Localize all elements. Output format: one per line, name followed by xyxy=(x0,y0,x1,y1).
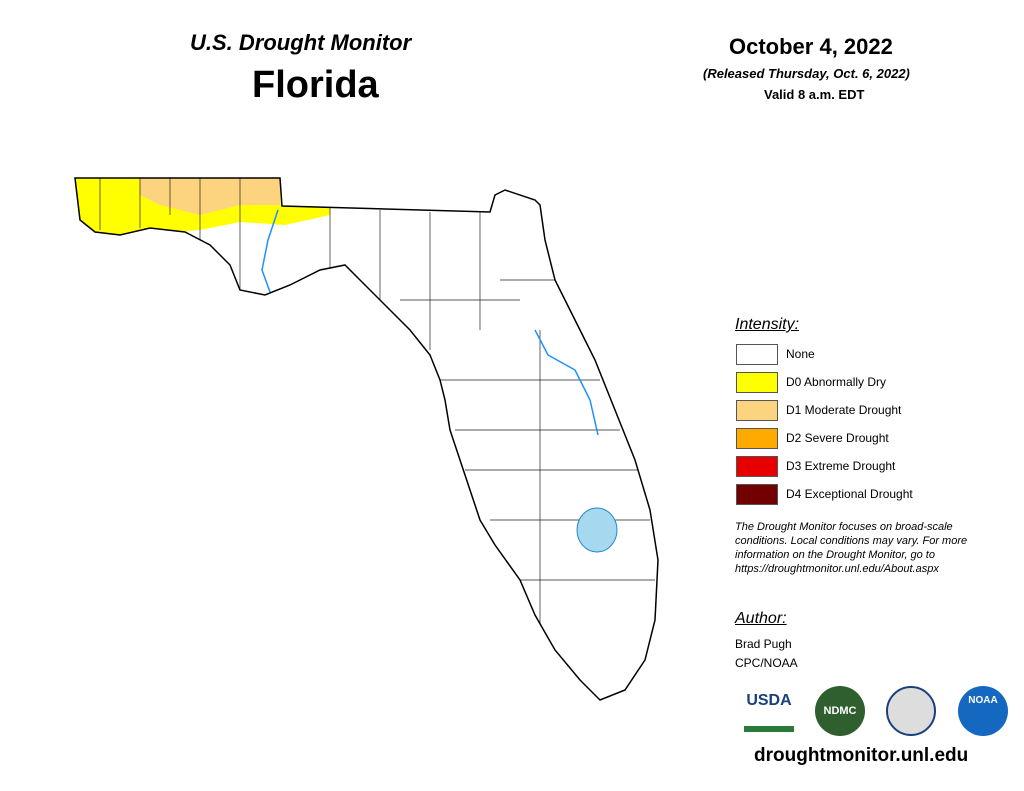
logo-seal xyxy=(886,686,936,736)
author-org: CPC/NOAA xyxy=(735,656,798,670)
author-name: Brad Pugh xyxy=(735,637,792,651)
legend-label: D4 Exceptional Drought xyxy=(786,487,913,501)
author-title: Author: xyxy=(735,610,787,627)
legend-swatch xyxy=(736,372,778,393)
date: October 4, 2022 xyxy=(729,34,893,59)
legend-swatch xyxy=(736,456,778,477)
legend-swatch xyxy=(736,484,778,505)
legend-swatch xyxy=(736,400,778,421)
drought-areas xyxy=(75,178,655,640)
legend-label: None xyxy=(786,347,815,361)
valid-time: Valid 8 a.m. EDT xyxy=(764,87,865,102)
river xyxy=(261,209,279,293)
map xyxy=(74,177,659,701)
state-name: Florida xyxy=(252,64,379,106)
d1-area xyxy=(140,178,280,215)
logo-noaa: NOAA xyxy=(958,686,1008,736)
logo-ndmc: NDMC xyxy=(815,686,865,736)
title: U.S. Drought Monitor xyxy=(190,30,412,55)
legend-label: D3 Extreme Drought xyxy=(786,459,896,473)
note-line: conditions. Local conditions may vary. F… xyxy=(735,535,968,547)
legend-swatch xyxy=(736,344,778,365)
legend-swatch xyxy=(736,428,778,449)
legend-title: Intensity: xyxy=(735,316,800,333)
note-line: information on the Drought Monitor, go t… xyxy=(735,549,935,561)
legend-label: D2 Severe Drought xyxy=(786,431,889,445)
river xyxy=(534,329,599,436)
url: droughtmonitor.unl.edu xyxy=(754,745,969,766)
note-line: The Drought Monitor focuses on broad-sca… xyxy=(735,521,953,533)
note-line: https://droughtmonitor.unl.edu/About.asp… xyxy=(735,563,939,575)
lake-okeechobee xyxy=(576,507,618,553)
logo-usda: USDA xyxy=(744,692,794,732)
legend-label: D1 Moderate Drought xyxy=(786,403,902,417)
legend-label: D0 Abnormally Dry xyxy=(786,375,887,389)
state-shape xyxy=(75,178,658,700)
released: (Released Thursday, Oct. 6, 2022) xyxy=(703,66,910,81)
county-lines xyxy=(99,178,655,640)
